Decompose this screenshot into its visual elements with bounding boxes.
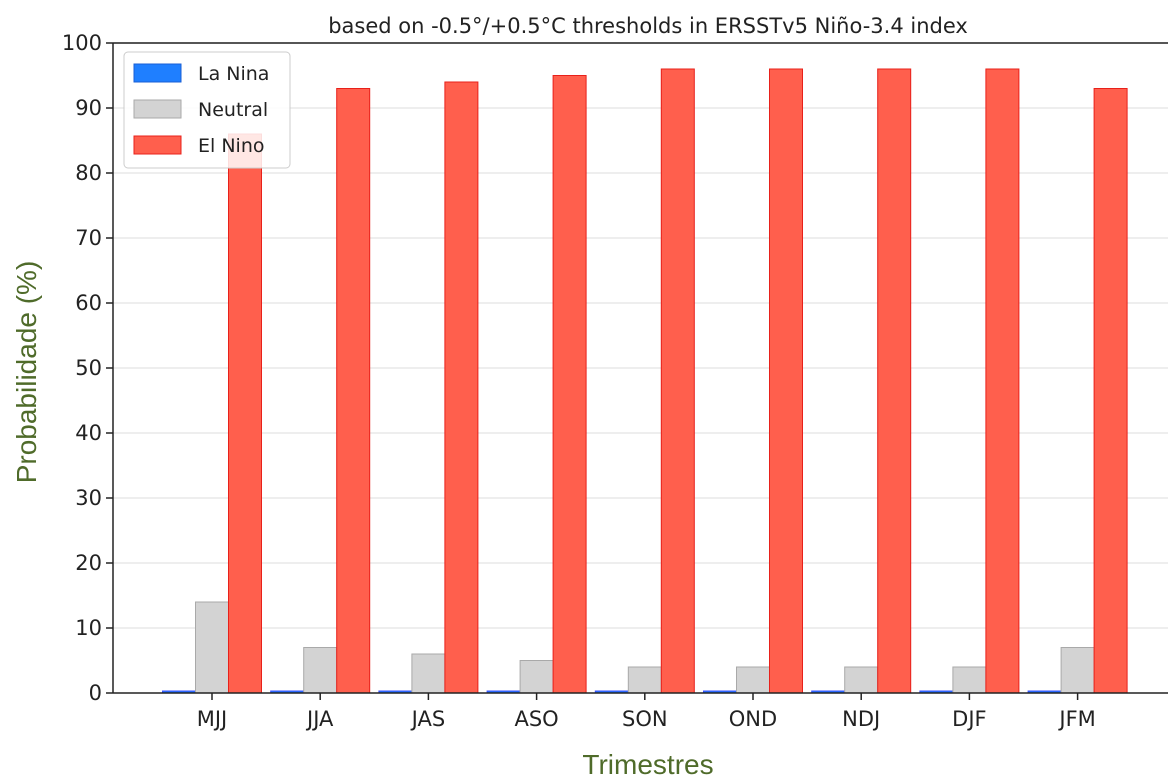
- y-tick-label: 70: [75, 226, 102, 250]
- bar: [1093, 88, 1128, 694]
- bar: [736, 666, 770, 694]
- bar: [952, 666, 987, 694]
- bar: [303, 647, 338, 694]
- legend-label: La Nina: [198, 63, 269, 85]
- bar: [552, 75, 587, 694]
- x-tick-label: ASO: [514, 707, 558, 731]
- y-tick-label: 60: [75, 291, 102, 315]
- axes: [106, 42, 1168, 700]
- bar: [877, 68, 912, 694]
- x-axis-label: Trimestres: [582, 749, 713, 776]
- legend-label: El Nino: [198, 135, 264, 157]
- legend-swatch: [133, 63, 182, 83]
- bar: [627, 666, 662, 694]
- y-tick-label: 50: [75, 356, 102, 380]
- y-tick-label: 80: [75, 161, 102, 185]
- bar: [844, 666, 879, 694]
- y-tick-label: 0: [89, 681, 102, 705]
- x-tick-label: DJF: [952, 707, 986, 731]
- x-tick-label: SON: [622, 707, 668, 731]
- bar: [769, 68, 803, 694]
- x-tick-label: JAS: [410, 707, 446, 731]
- bar: [660, 68, 695, 694]
- bar: [228, 133, 262, 694]
- y-tick-label: 100: [62, 31, 102, 55]
- bar: [336, 88, 371, 694]
- legend-swatch: [133, 135, 182, 155]
- y-tick-label: 30: [75, 486, 102, 510]
- x-tick-label: JFM: [1057, 707, 1095, 731]
- x-tick-label: MJJ: [197, 707, 228, 731]
- y-tick-label: 20: [75, 551, 102, 575]
- x-tick-label: OND: [729, 707, 777, 731]
- bar: [411, 653, 446, 694]
- bars-group: [162, 68, 1128, 694]
- bar: [1060, 647, 1095, 694]
- x-tick-label: JJA: [305, 707, 334, 731]
- x-tick-label: NDJ: [842, 707, 880, 731]
- legend-swatch: [133, 99, 182, 119]
- y-tick-labels: 0 10 20 30 40 50 60 70 80 90 100: [62, 31, 102, 705]
- bar: [195, 601, 229, 694]
- y-tick-label: 90: [75, 96, 102, 120]
- bar: [985, 68, 1020, 694]
- legend: La Nina Neutral El Nino: [123, 51, 291, 169]
- y-tick-label: 10: [75, 616, 102, 640]
- legend-label: Neutral: [198, 99, 268, 121]
- chart-title: based on -0.5°/+0.5°C thresholds in ERSS…: [328, 14, 968, 38]
- y-axis-label: Probabilidade (%): [11, 261, 42, 484]
- y-tick-label: 40: [75, 421, 102, 445]
- x-tick-labels: MJJ JJA JAS ASO SON OND NDJ DJF JFM: [197, 707, 1096, 731]
- bar: [444, 81, 479, 694]
- bar: [519, 660, 554, 694]
